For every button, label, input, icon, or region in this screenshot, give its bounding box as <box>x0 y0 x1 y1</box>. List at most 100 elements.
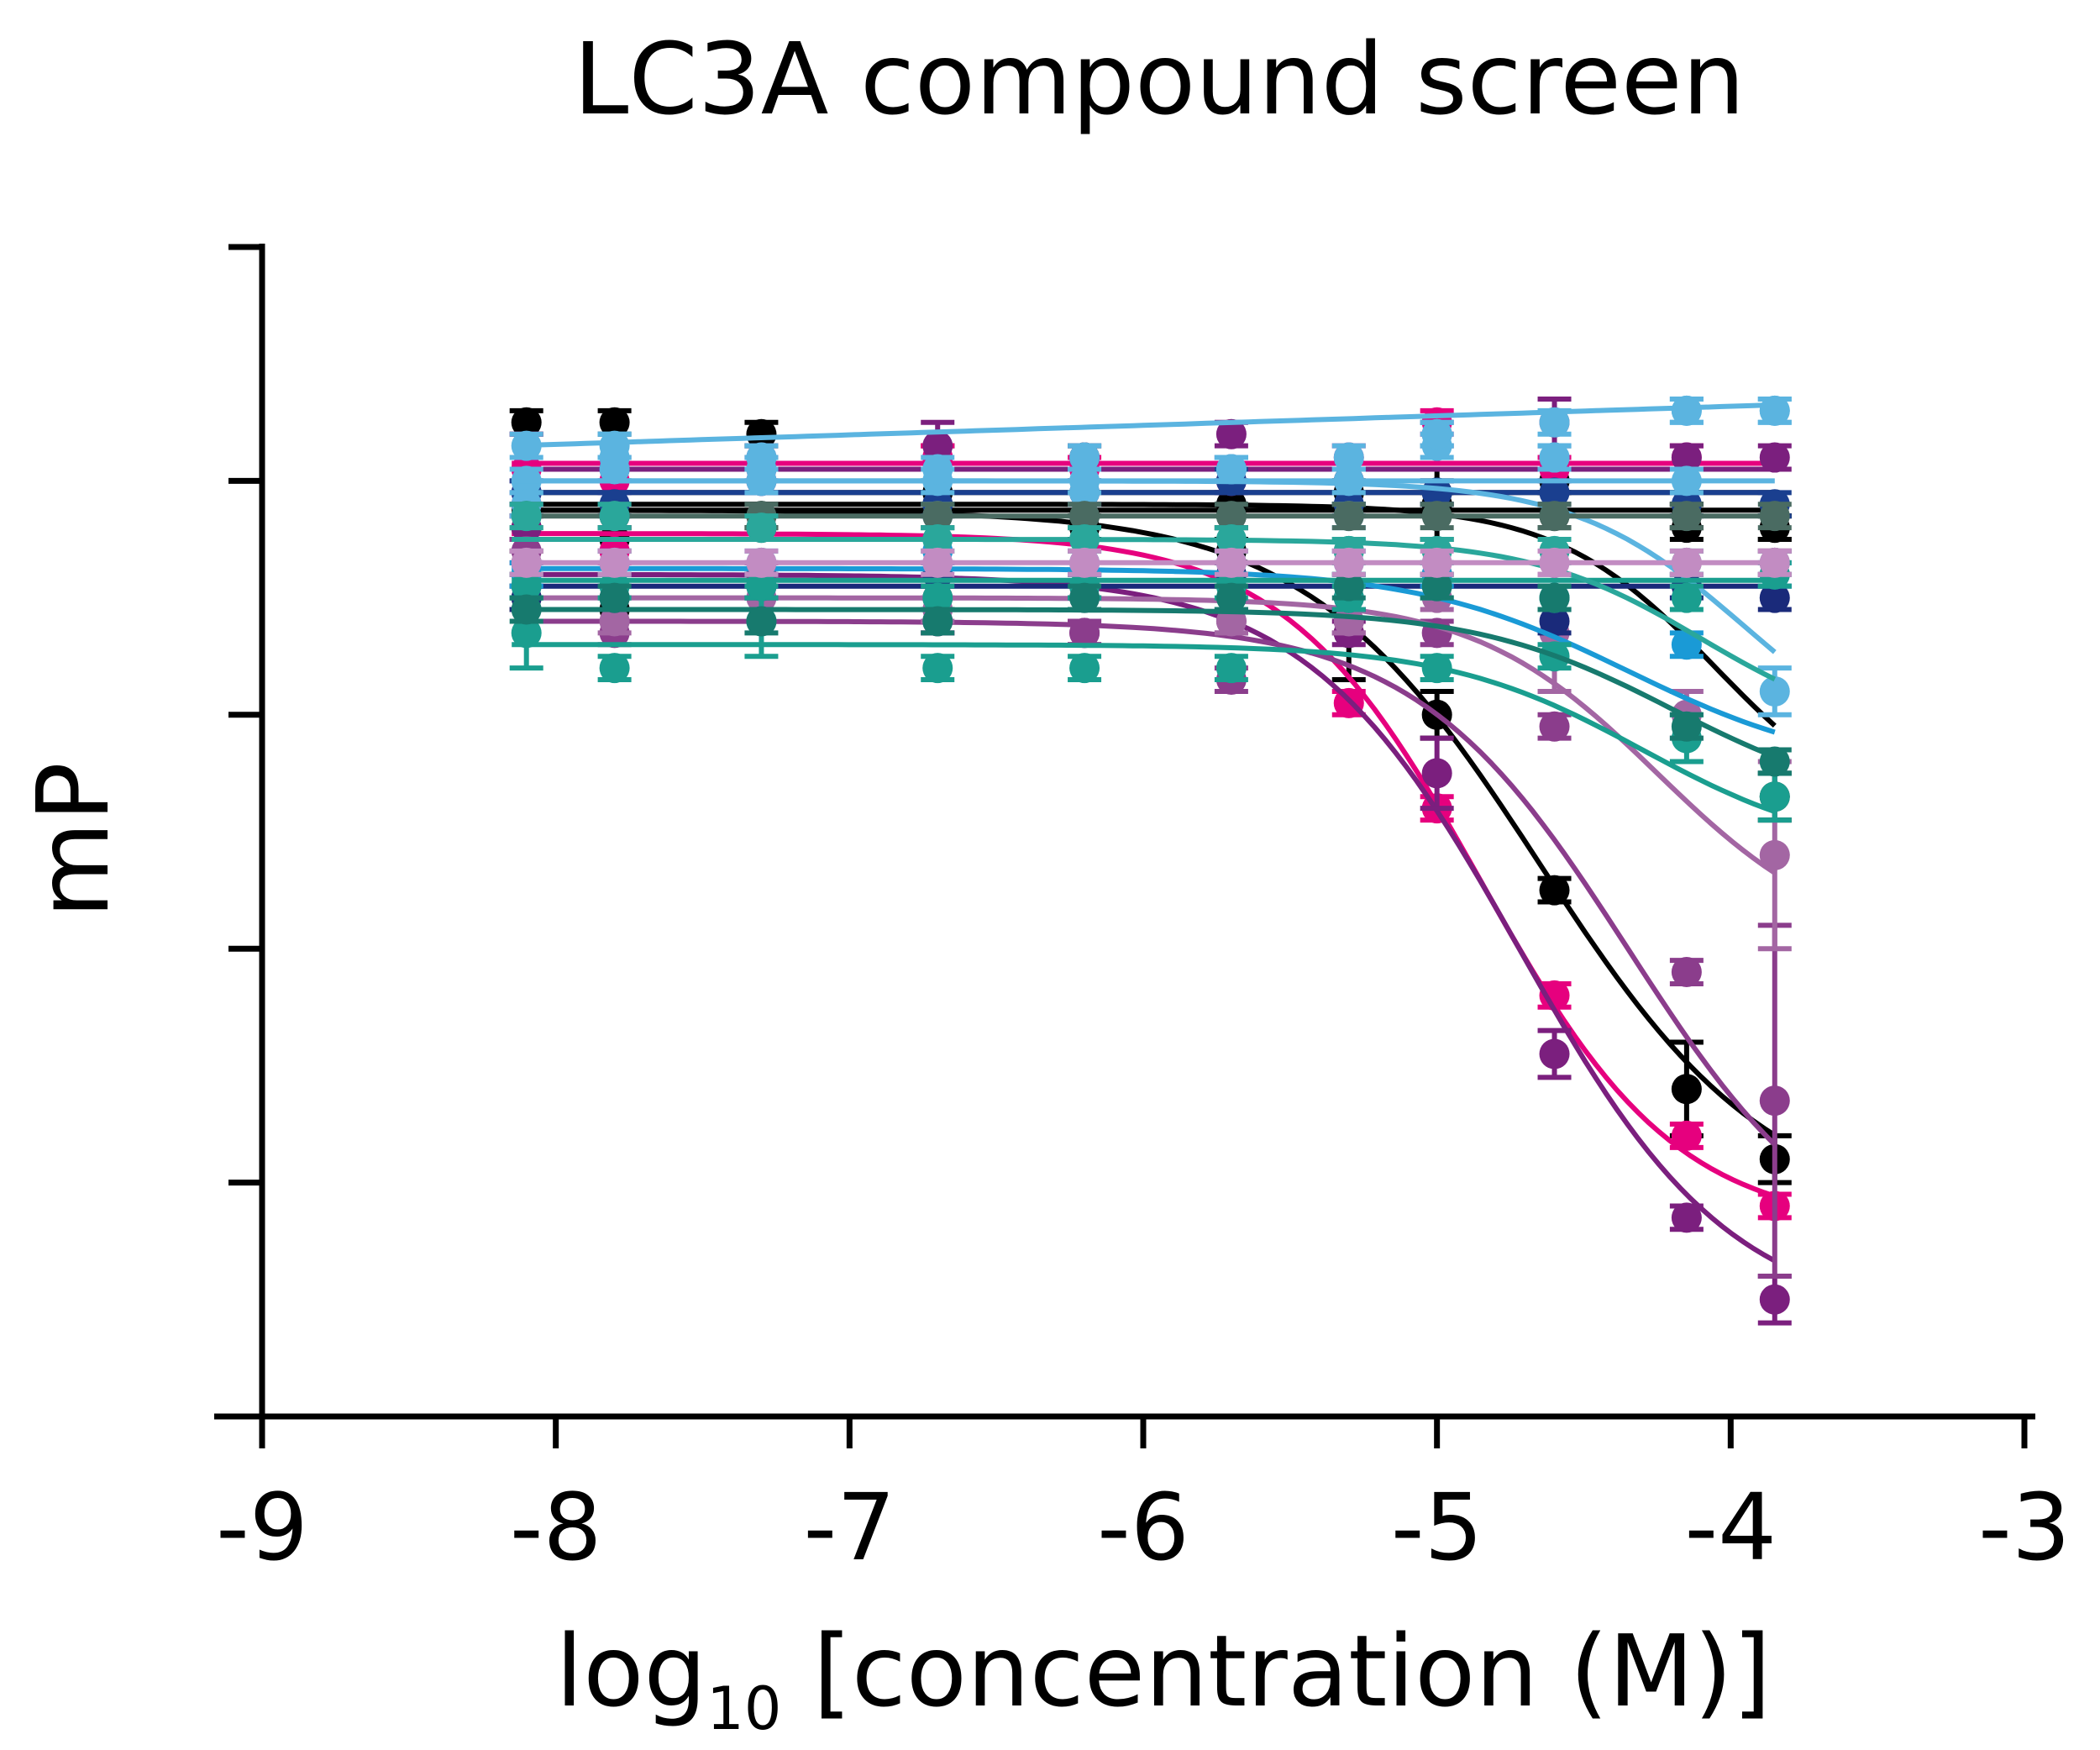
x-tick-label: -6 <box>1097 1474 1189 1581</box>
data-point <box>922 454 953 485</box>
data-point <box>1539 875 1570 906</box>
data-point <box>1671 465 1702 497</box>
data-point <box>1539 501 1570 532</box>
data-point <box>1671 582 1702 613</box>
data-point <box>922 501 953 532</box>
data-point <box>1333 465 1364 497</box>
data-point <box>1333 501 1364 532</box>
y-axis-ticks <box>228 244 262 1420</box>
data-point <box>1759 781 1790 812</box>
data-point <box>746 512 777 544</box>
fit-curve <box>512 607 1776 759</box>
data-point <box>1539 477 1570 508</box>
data-point <box>922 524 953 554</box>
data-point <box>1539 1038 1570 1069</box>
x-axis-label: log10 [concentration (M)] <box>555 1613 1771 1743</box>
fit-curve <box>512 402 1775 449</box>
data-point <box>511 407 542 438</box>
data-point <box>599 606 630 637</box>
data-point <box>1069 524 1100 554</box>
data-point <box>746 442 777 473</box>
data-point <box>1421 547 1452 578</box>
data-point <box>511 430 542 461</box>
data-point <box>1069 501 1100 532</box>
data-series <box>509 501 1792 1326</box>
x-axis-label-rest: [concentration (M)] <box>781 1613 1771 1729</box>
data-point <box>599 547 630 578</box>
data-point <box>1759 582 1790 613</box>
data-point <box>1333 547 1364 578</box>
data-point <box>1421 418 1452 449</box>
data-point <box>1069 653 1100 684</box>
data-point <box>1333 570 1364 602</box>
fit-curve <box>512 507 1777 1138</box>
fit-curve <box>512 595 1777 875</box>
x-axis-ticks: -9 -8 -7 -6 -5 -4 -3 <box>216 1416 2071 1581</box>
data-point <box>1671 1074 1702 1105</box>
data-series <box>509 477 1792 823</box>
data-point <box>1069 582 1100 613</box>
data-point <box>1539 582 1570 613</box>
data-point <box>1421 477 1452 508</box>
data-point <box>1671 1120 1702 1151</box>
x-tick-label: -9 <box>216 1474 308 1581</box>
data-point <box>1539 407 1570 438</box>
data-point <box>1759 442 1790 473</box>
x-tick-label: -8 <box>510 1474 602 1581</box>
data-point <box>1215 501 1247 532</box>
data-point <box>746 465 777 497</box>
fit-curve <box>512 565 1776 735</box>
data-point <box>1759 839 1790 870</box>
data-point <box>1215 547 1247 578</box>
data-point <box>599 430 630 461</box>
data-point <box>599 407 630 438</box>
data-point <box>1759 1085 1790 1117</box>
data-point <box>1759 1284 1790 1315</box>
data-point <box>1671 395 1702 426</box>
data-point <box>511 617 542 649</box>
data-point <box>511 570 542 602</box>
data-point <box>1759 746 1790 777</box>
data-series <box>509 547 1792 578</box>
fit-curve <box>512 571 1777 1264</box>
data-point <box>1421 501 1452 532</box>
data-point <box>599 582 630 613</box>
x-tick-label: -5 <box>1391 1474 1483 1581</box>
data-point <box>1539 980 1570 1011</box>
data-point <box>1069 465 1100 497</box>
data-point <box>746 547 777 578</box>
chart-title: LC3A compound screen <box>574 21 1746 137</box>
data-series <box>509 570 1792 777</box>
data-point <box>1215 524 1247 554</box>
data-point <box>511 547 542 578</box>
data-point <box>1539 442 1570 473</box>
data-series <box>509 431 1792 1222</box>
data-point <box>1539 711 1570 742</box>
data-point <box>746 570 777 602</box>
data-point <box>1215 418 1247 449</box>
x-axis-label-subscript: 10 <box>706 1674 781 1743</box>
data-point <box>1759 547 1790 578</box>
data-point <box>1759 395 1790 426</box>
data-point <box>1069 547 1100 578</box>
x-tick-label: -4 <box>1684 1474 1777 1581</box>
data-point <box>1333 442 1364 473</box>
data-point <box>1421 653 1452 684</box>
data-point <box>1421 758 1452 789</box>
data-point <box>1671 501 1702 532</box>
data-point <box>599 454 630 485</box>
data-point <box>1215 454 1247 485</box>
data-point <box>1671 442 1702 473</box>
data-series <box>509 395 1792 485</box>
data-point <box>1215 582 1247 613</box>
data-point <box>746 418 777 449</box>
data-point <box>1671 547 1702 578</box>
data-point <box>599 501 630 532</box>
x-axis-label-main: log <box>555 1613 706 1729</box>
x-tick-label: -3 <box>1978 1474 2071 1581</box>
data-point <box>922 582 953 613</box>
data-point <box>1069 617 1100 649</box>
data-point <box>1539 547 1570 578</box>
data-point <box>1069 442 1100 473</box>
